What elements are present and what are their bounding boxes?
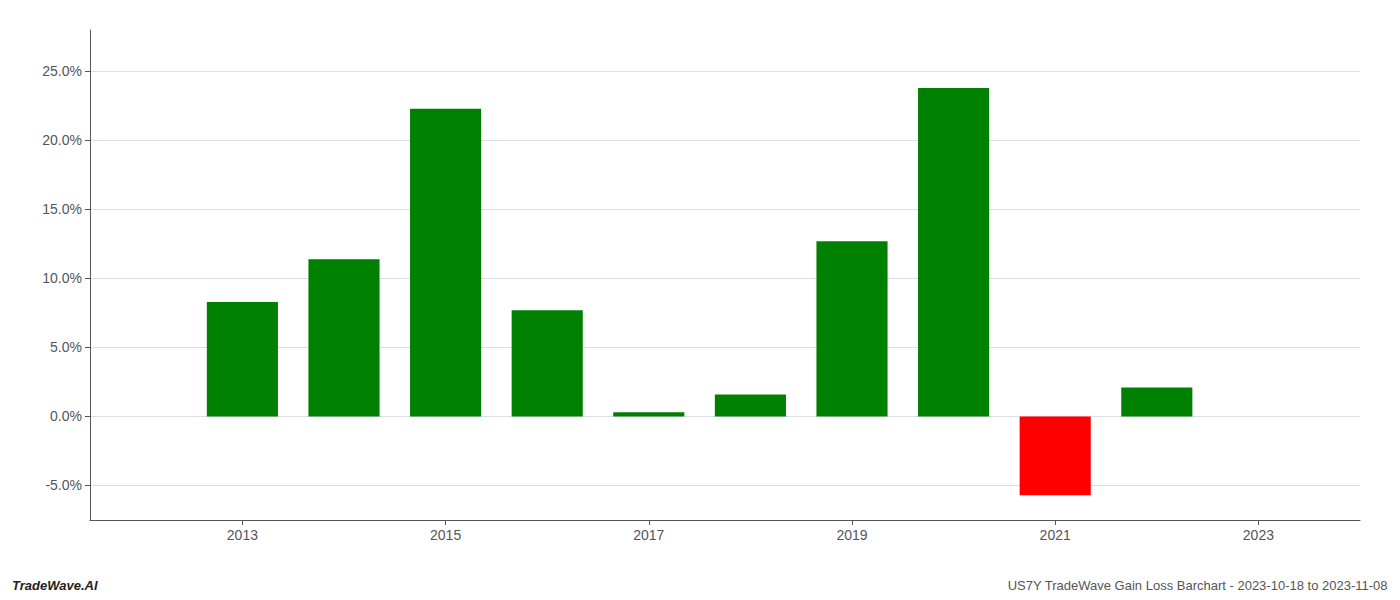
svg-text:2015: 2015 <box>430 527 461 543</box>
svg-text:2013: 2013 <box>227 527 258 543</box>
svg-text:2019: 2019 <box>836 527 867 543</box>
svg-text:US7Y TradeWave Gain Loss Barch: US7Y TradeWave Gain Loss Barchart - 2023… <box>1008 578 1388 593</box>
svg-text:2021: 2021 <box>1040 527 1071 543</box>
svg-text:10.0%: 10.0% <box>42 270 82 286</box>
svg-text:2017: 2017 <box>633 527 664 543</box>
svg-text:-5.0%: -5.0% <box>45 477 82 493</box>
svg-text:TradeWave.AI: TradeWave.AI <box>12 578 98 593</box>
svg-text:5.0%: 5.0% <box>50 339 82 355</box>
svg-text:2023: 2023 <box>1243 527 1274 543</box>
svg-text:25.0%: 25.0% <box>42 63 82 79</box>
svg-text:0.0%: 0.0% <box>50 408 82 424</box>
svg-text:15.0%: 15.0% <box>42 201 82 217</box>
svg-text:20.0%: 20.0% <box>42 132 82 148</box>
